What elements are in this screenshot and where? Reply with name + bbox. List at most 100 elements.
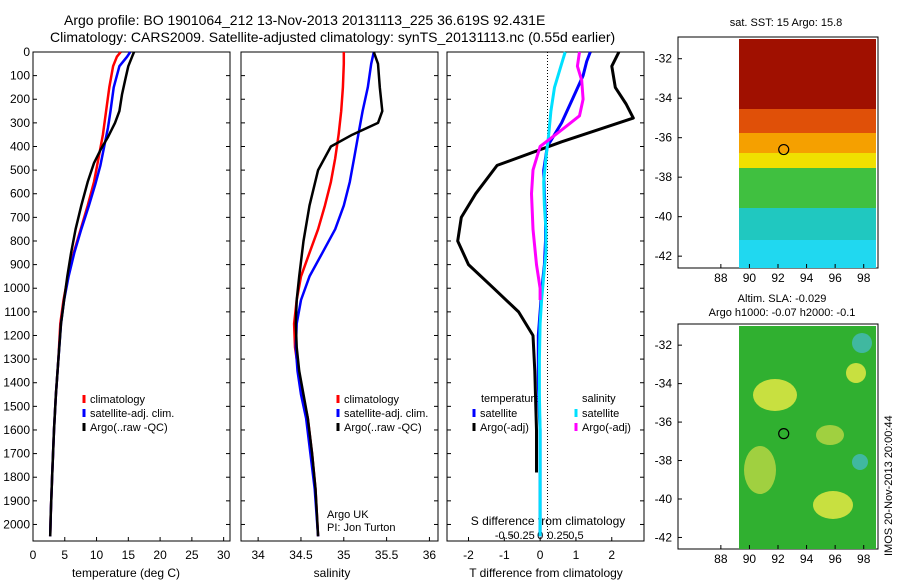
sla-map-y-tick-label: -36 xyxy=(655,415,673,429)
legend-label-argo-raw-qc: Argo(..raw -QC) xyxy=(90,422,168,434)
sla-map-y-tick-label: -42 xyxy=(655,530,673,544)
depth-tick-label: 1200 xyxy=(3,328,30,342)
sla-map-x-tick-label: 92 xyxy=(771,552,785,566)
sla-base xyxy=(739,326,876,549)
salinity-series-argo-raw-qc xyxy=(294,51,384,537)
temperature-x-tick-label: 15 xyxy=(122,548,136,562)
s-difference-tick-label: 0.5 xyxy=(568,530,583,542)
legend-label-climatology: climatology xyxy=(344,394,400,406)
sst-band-teal xyxy=(739,208,876,240)
depth-tick-label: 700 xyxy=(10,210,30,224)
sst-map-y-tick-label: -42 xyxy=(655,249,673,263)
depth-tick-label: 2000 xyxy=(3,517,30,531)
sla-high-patch xyxy=(816,425,844,445)
sla-map-x-tick-label: 98 xyxy=(857,552,871,566)
difference-x-tick-label: 2 xyxy=(608,548,615,562)
sla-map-title: Altim. SLA: -0.029 xyxy=(738,293,827,305)
sla-high-patch xyxy=(846,363,866,383)
sla-map xyxy=(677,323,879,550)
salinity-x-tick-label: 35.5 xyxy=(375,548,399,562)
depth-tick-label: 300 xyxy=(10,116,30,130)
argo-uk-note: Argo UK xyxy=(327,509,369,521)
depth-tick-label: 1000 xyxy=(3,281,30,295)
sst-map-x-tick-label: 96 xyxy=(828,271,842,285)
difference-series-salinity-argo-adj xyxy=(530,51,585,300)
sst-band-warm xyxy=(739,39,876,109)
depth-tick-label: 1300 xyxy=(3,352,30,366)
legend-temperature-title: temperature xyxy=(481,393,540,405)
temperature-x-tick-label: 20 xyxy=(153,548,167,562)
temperature-series-satellite-adj-clim xyxy=(48,51,132,537)
sst-map-y-tick-label: -38 xyxy=(655,170,673,184)
legend-label-argo-adj: Argo(-adj) xyxy=(582,422,631,434)
sla-map-y-tick-label: -34 xyxy=(655,377,673,391)
difference-panel-frame xyxy=(446,51,645,542)
depth-tick-label: 1500 xyxy=(3,399,30,413)
sla-height-readout: Argo h1000: -0.07 h2000: -0.1 xyxy=(709,307,856,319)
difference-x-tick-label: 0 xyxy=(537,548,544,562)
sst-map-x-tick-label: 92 xyxy=(771,271,785,285)
salinity-panel-frame xyxy=(240,51,439,542)
legend-label-argo-adj: Argo(-adj) xyxy=(480,422,529,434)
sst-band-cyan xyxy=(739,240,876,268)
sst-band-amber xyxy=(739,133,876,153)
sst-map-title: sat. SST: 15 Argo: 15.8 xyxy=(730,17,843,29)
depth-tick-label: 1800 xyxy=(3,470,30,484)
sst-map-y-tick-label: -32 xyxy=(655,52,673,66)
t-difference-axis-label: T difference from climatology xyxy=(469,566,623,580)
salinity-x-tick-label: 35 xyxy=(337,548,351,562)
sla-map-x-tick-label: 90 xyxy=(743,552,757,566)
legend-label-climatology: climatology xyxy=(90,394,146,406)
temperature-series-climatology xyxy=(48,51,122,537)
depth-tick-label: 800 xyxy=(10,234,30,248)
difference-series-temperature-satellite xyxy=(536,51,592,537)
sst-map-y-tick-label: -40 xyxy=(655,210,673,224)
legend-label-satellite: satellite xyxy=(480,408,517,420)
depth-tick-label: 900 xyxy=(10,258,30,272)
sla-low-patch xyxy=(852,454,868,470)
s-difference-axis-label: S difference from climatology xyxy=(471,514,626,528)
chart-title-line1: Argo profile: BO 1901064_212 13-Nov-2013… xyxy=(64,12,546,28)
legend-label-satellite-adj-clim: satellite-adj. clim. xyxy=(90,408,174,420)
pi-note: PI: Jon Turton xyxy=(327,522,395,534)
depth-tick-label: 1700 xyxy=(3,447,30,461)
sst-map-argo-marker xyxy=(778,143,790,156)
salinity-series-climatology xyxy=(292,52,346,537)
sla-map-x-tick-label: 88 xyxy=(714,552,728,566)
sla-map-y-tick-label: -38 xyxy=(655,454,673,468)
sst-map-y-tick-label: -36 xyxy=(655,131,673,145)
depth-tick-label: 400 xyxy=(10,139,30,153)
s-difference-tick-label: -0.25 xyxy=(510,530,535,542)
sla-high-patch xyxy=(744,446,776,494)
sst-map-x-tick-label: 90 xyxy=(743,271,757,285)
sla-high-patch xyxy=(753,379,797,411)
difference-x-tick-label: 1 xyxy=(573,548,580,562)
sst-band-orange xyxy=(739,109,876,133)
sst-map-y-tick-label: -34 xyxy=(655,91,673,105)
temperature-x-tick-label: 10 xyxy=(90,548,104,562)
s-difference-tick-label: -0.5 xyxy=(495,530,514,542)
sst-band-green xyxy=(739,168,876,208)
temperature-panel-frame xyxy=(32,51,231,542)
depth-tick-label: 1600 xyxy=(3,423,30,437)
salinity-x-tick-label: 34 xyxy=(251,548,265,562)
difference-x-tick-label: -1 xyxy=(499,548,510,562)
depth-tick-label: 200 xyxy=(10,92,30,106)
salinity-series-satellite-adj-clim xyxy=(294,51,376,537)
depth-tick-label: 500 xyxy=(10,163,30,177)
legend-salinity-title: salinity xyxy=(582,393,616,405)
sla-map-y-tick-label: -40 xyxy=(655,492,673,506)
sst-map-x-tick-label: 88 xyxy=(714,271,728,285)
sla-low-patch xyxy=(852,333,872,353)
depth-tick-label: 600 xyxy=(10,187,30,201)
depth-tick-label: 100 xyxy=(10,69,30,83)
sla-high-patch xyxy=(813,491,853,519)
difference-series-salinity-satellite xyxy=(537,51,567,537)
temperature-x-tick-label: 30 xyxy=(217,548,231,562)
sla-map-x-tick-label: 94 xyxy=(800,552,814,566)
salinity-x-tick-label: 34.5 xyxy=(289,548,313,562)
footer-stamp: IMOS 20-Nov-2013 20:00:44 xyxy=(883,415,895,556)
depth-tick-label: 1400 xyxy=(3,376,30,390)
sst-map-x-tick-label: 98 xyxy=(857,271,871,285)
difference-x-tick-label: -2 xyxy=(463,548,474,562)
